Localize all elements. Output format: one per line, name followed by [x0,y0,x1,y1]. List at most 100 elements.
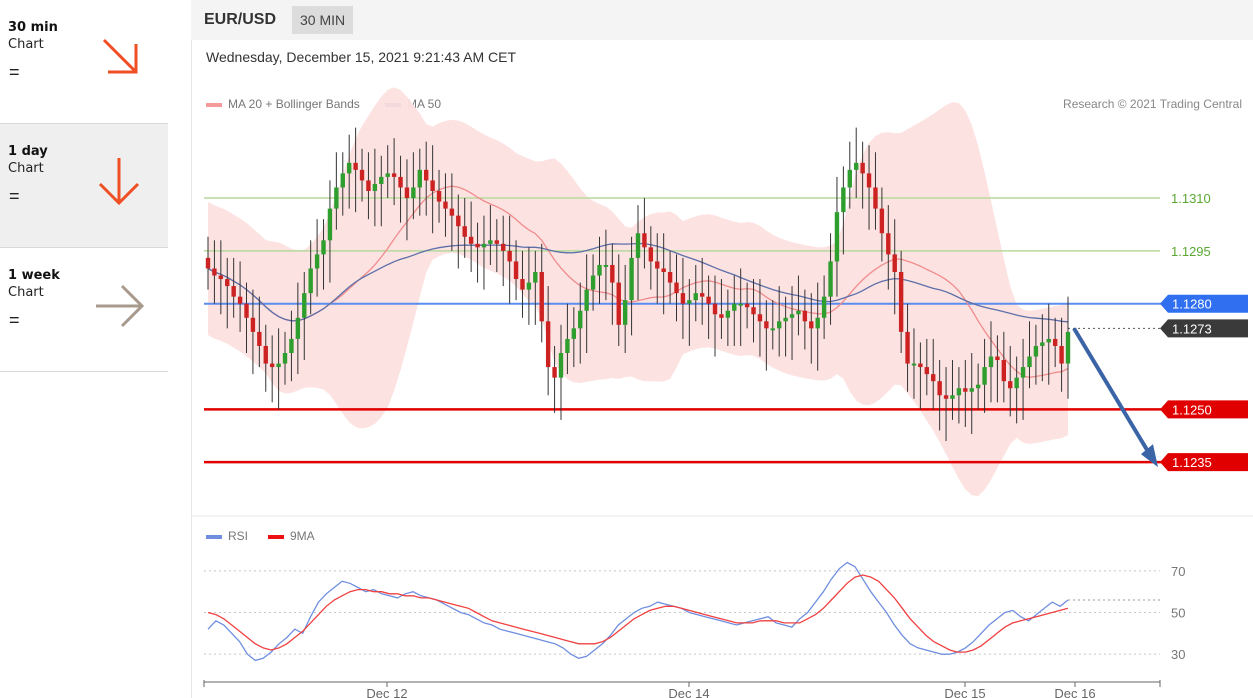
candle-bear [931,338,936,410]
timeframe-1week[interactable]: 1 week Chart = [0,248,168,372]
candle-bear [231,257,236,318]
forecast-arrow [1072,327,1154,460]
candle-bear [1001,331,1007,403]
timeframe-badge[interactable]: 30 MIN [292,6,354,34]
candle-bull [687,279,692,346]
candle-body [655,261,660,269]
candle-body [417,169,422,188]
candle-body [975,384,981,389]
candle-body [411,187,416,199]
candle-body [404,187,410,199]
candle-body [937,381,942,396]
candle-bear [802,289,808,350]
candle-body [1027,356,1032,368]
level-value: 1.1310 [1171,191,1211,206]
candle-body [809,321,814,329]
candle-body [770,328,775,331]
candle-body [828,261,833,297]
candle-bull [346,134,352,209]
candle-body [237,296,243,304]
candle-body [263,345,268,364]
candle-bull [911,328,917,399]
candle-bear [507,215,512,304]
timeframe-sidebar: 30 min Chart = 1 day Chart = 1 week Char… [0,0,168,374]
candle-body [257,331,262,346]
level-value: 1.1273 [1172,321,1212,336]
level-label-1.1295: 1.1295 [1171,244,1211,259]
candle-body [565,338,570,353]
timeframe-sub: Chart [8,37,44,52]
candle-body [552,367,557,378]
legend-ma20: MA 20 + Bollinger Bands [206,97,360,111]
candle-body [821,296,827,318]
candle-bull [1027,321,1032,389]
candle-bear [648,226,654,290]
candle-bull [1040,314,1045,382]
candle-body [308,268,313,294]
candle-bull [488,205,493,265]
outlook-equal: = [9,186,20,206]
candle-bear [674,254,679,322]
candle-bull [956,367,962,424]
forecast-arrowhead [1141,444,1158,468]
candle-bear [1052,317,1058,368]
candle-bull [834,176,840,297]
candle-bear [475,222,480,283]
candle-bear [995,335,1000,403]
candle-bull [558,324,564,420]
candle-bear [398,155,403,223]
candle-bull [603,229,609,301]
timeframe-1day[interactable]: 1 day Chart = [0,124,168,248]
candle-body [218,275,224,280]
candle-body [533,272,538,283]
candle-bull [372,148,378,227]
candle-body [732,303,737,311]
candle-bull [276,328,281,410]
candle-body [699,293,705,297]
candle-bull [1065,296,1071,399]
level-tag [1160,319,1248,338]
candle-body [578,310,583,329]
candle-body [366,180,371,191]
candle-bear [699,257,705,325]
legend-swatch [206,102,222,107]
candle-body [1001,360,1007,382]
candle-bear [764,300,769,371]
candle-bear [443,173,448,237]
candle-body [841,187,846,213]
candle-bull [385,145,390,199]
candle-bear [744,282,750,329]
candle-body [776,321,782,329]
timeframe-sub: Chart [8,161,44,176]
timeframe-30min[interactable]: 30 min Chart = [0,0,168,124]
candle-body [648,247,654,262]
legend-label: RSI [228,529,249,543]
candle-body [276,363,281,368]
candle-body [282,353,288,364]
candle-bear [424,141,429,216]
candle-body [725,310,731,318]
candle-body [629,257,634,301]
candle-body [385,173,390,177]
candle-body [443,201,448,209]
candle-bear [257,296,262,368]
timeframe-label: 1 day [8,144,48,159]
candle-bear [809,293,814,364]
candle-bull [282,331,288,385]
candle-bear [616,254,621,346]
candle-bear [513,240,519,301]
ma20-line [207,185,1069,378]
candle-bear [244,282,249,353]
candle-bear [359,148,365,202]
candle-body [231,286,236,297]
candle-body [481,243,487,248]
candle-bear [751,279,756,343]
candle-body [449,208,455,216]
candle-body [911,363,917,366]
candle-body [398,176,403,188]
candle-bear [892,219,897,315]
candle-body [635,233,641,258]
candle-body [558,353,564,378]
candle-bear [205,236,211,290]
candle-body [539,272,544,322]
